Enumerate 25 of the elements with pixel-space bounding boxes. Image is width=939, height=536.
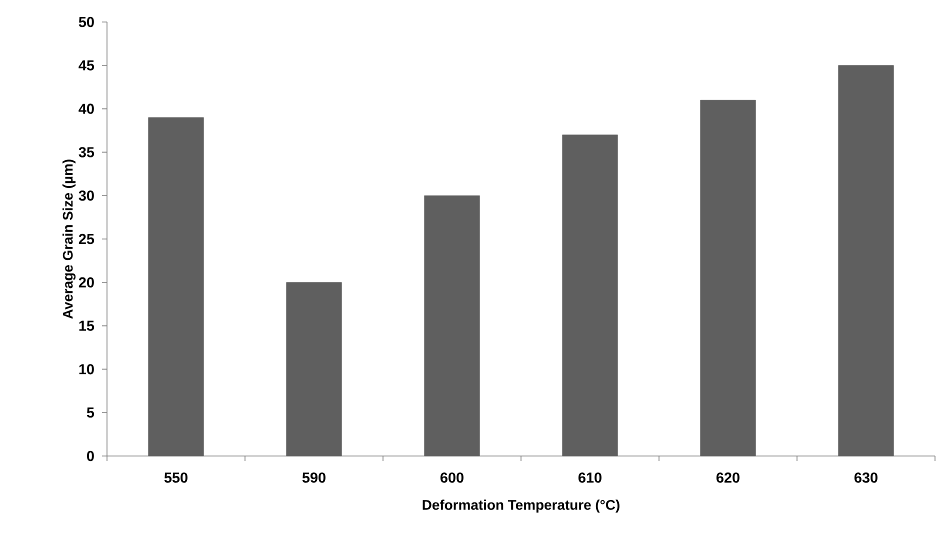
y-tick-label: 0 (87, 450, 94, 462)
y-axis-title: Average Grain Size (µm) (62, 160, 76, 319)
y-tick-label: 25 (78, 234, 94, 244)
y-tick-label: 45 (78, 60, 94, 70)
bar (148, 117, 204, 456)
y-tick-label: 20 (78, 277, 94, 288)
x-tick-label: 600 (440, 472, 464, 483)
bar (286, 282, 342, 456)
y-tick-label: 5 (86, 408, 94, 418)
y-tick-label: 30 (78, 190, 94, 201)
x-tick-label: 630 (854, 472, 878, 483)
x-tick-label: 590 (302, 472, 326, 483)
y-tick-label: 15 (79, 320, 94, 331)
bar (838, 65, 894, 456)
y-tick-label: 35 (78, 147, 94, 158)
bar (424, 195, 480, 456)
x-tick-label: 550 (164, 472, 188, 483)
x-tick-label: 620 (716, 472, 740, 483)
bar (562, 134, 618, 456)
y-tick-label: 50 (78, 16, 94, 28)
bar (700, 100, 756, 456)
y-tick-label: 10 (79, 364, 94, 374)
x-tick-label: 610 (578, 472, 602, 483)
x-axis-title: Deformation Temperature (°C) (422, 500, 620, 513)
y-tick-label: 40 (78, 104, 94, 114)
